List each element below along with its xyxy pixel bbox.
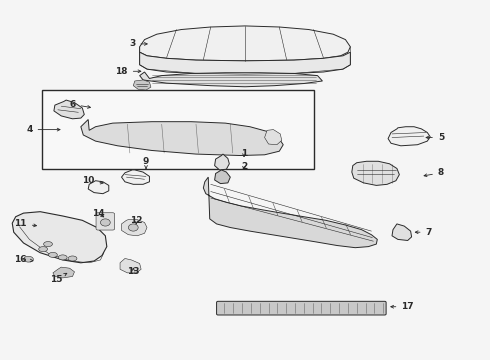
Polygon shape xyxy=(388,127,430,146)
Ellipse shape xyxy=(58,255,67,260)
Polygon shape xyxy=(140,72,322,87)
Polygon shape xyxy=(88,181,109,194)
Ellipse shape xyxy=(49,252,57,257)
Text: 15: 15 xyxy=(50,273,67,284)
Polygon shape xyxy=(122,220,147,236)
Text: 10: 10 xyxy=(82,176,103,185)
Text: 8: 8 xyxy=(424,168,444,177)
Polygon shape xyxy=(53,267,74,278)
Polygon shape xyxy=(352,161,399,185)
Polygon shape xyxy=(133,80,151,90)
Text: 14: 14 xyxy=(92,209,104,217)
Text: 17: 17 xyxy=(391,302,414,311)
Text: 2: 2 xyxy=(241,162,247,171)
Polygon shape xyxy=(12,212,107,263)
Polygon shape xyxy=(120,258,141,273)
Polygon shape xyxy=(215,154,229,170)
Circle shape xyxy=(100,219,110,226)
FancyBboxPatch shape xyxy=(42,90,314,169)
Text: 12: 12 xyxy=(130,216,143,225)
Polygon shape xyxy=(122,170,149,184)
Text: 5: 5 xyxy=(426,133,444,142)
Polygon shape xyxy=(265,130,282,145)
Text: 6: 6 xyxy=(70,100,91,109)
Polygon shape xyxy=(203,177,377,248)
Text: 3: 3 xyxy=(129,40,147,49)
Ellipse shape xyxy=(39,247,48,252)
Text: 16: 16 xyxy=(14,256,33,264)
Polygon shape xyxy=(54,100,84,119)
Text: 9: 9 xyxy=(143,157,149,169)
Ellipse shape xyxy=(68,256,77,261)
Polygon shape xyxy=(215,170,230,184)
Ellipse shape xyxy=(44,242,52,247)
Text: 18: 18 xyxy=(115,67,141,76)
Text: 4: 4 xyxy=(26,125,60,134)
Text: 7: 7 xyxy=(416,228,432,237)
Polygon shape xyxy=(81,120,283,156)
Polygon shape xyxy=(140,52,350,74)
Polygon shape xyxy=(392,224,412,240)
Polygon shape xyxy=(140,26,350,61)
Circle shape xyxy=(128,224,138,231)
FancyBboxPatch shape xyxy=(217,301,386,315)
Text: 1: 1 xyxy=(241,149,247,158)
Text: 11: 11 xyxy=(14,219,36,228)
Text: 13: 13 xyxy=(127,267,140,276)
Ellipse shape xyxy=(24,256,33,262)
FancyBboxPatch shape xyxy=(96,213,115,230)
